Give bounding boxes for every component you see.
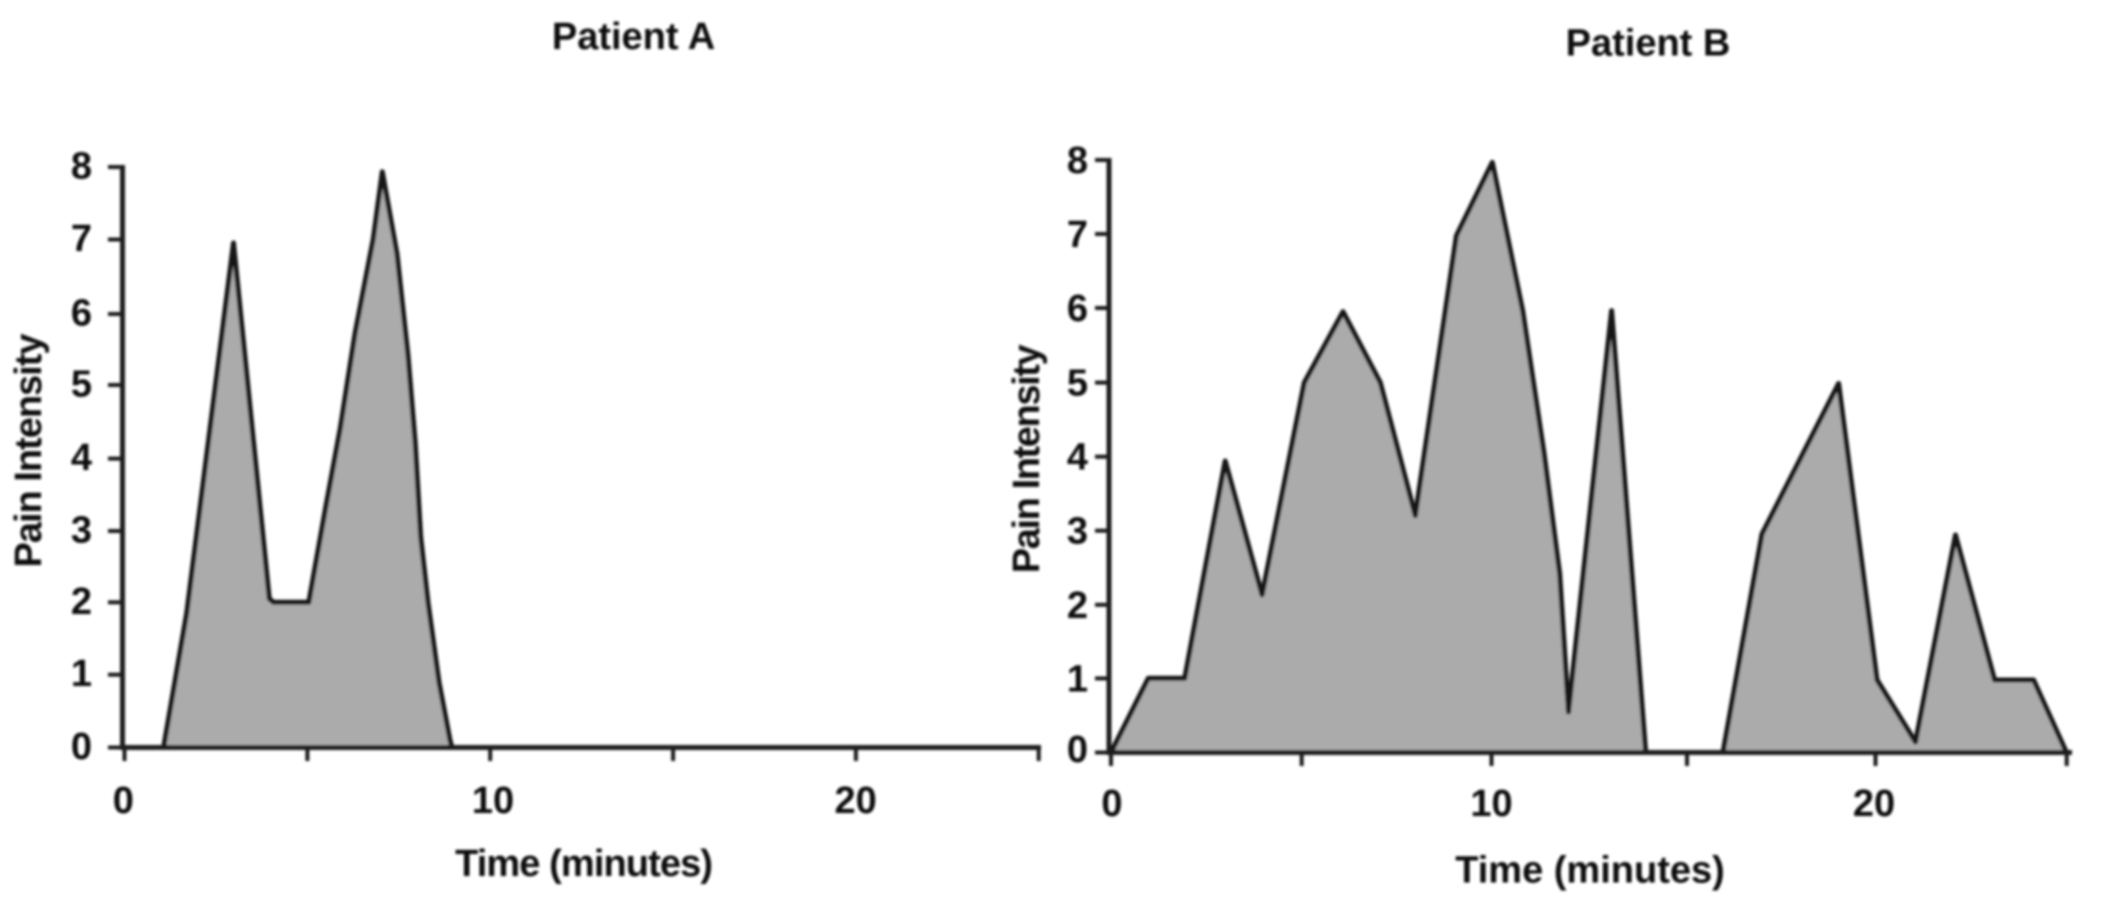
svg-text:6: 6: [1067, 288, 1088, 330]
svg-text:5: 5: [1067, 363, 1088, 405]
svg-text:20: 20: [1853, 783, 1895, 825]
svg-text:3: 3: [1067, 511, 1088, 553]
svg-text:7: 7: [1067, 214, 1088, 256]
svg-text:3: 3: [71, 510, 92, 552]
svg-text:Time (minutes): Time (minutes): [455, 843, 712, 885]
svg-text:Pain Intensity: Pain Intensity: [8, 334, 50, 568]
svg-text:20: 20: [834, 780, 876, 822]
svg-text:7: 7: [71, 218, 92, 260]
svg-text:1: 1: [71, 653, 92, 695]
svg-text:Pain Intensity: Pain Intensity: [1006, 345, 1048, 574]
svg-text:0: 0: [71, 726, 92, 768]
svg-text:Time (minutes): Time (minutes): [1455, 850, 1725, 892]
svg-text:Patient B: Patient B: [1566, 23, 1731, 65]
svg-text:2: 2: [1067, 585, 1088, 627]
svg-text:6: 6: [71, 293, 92, 335]
svg-text:Patient A: Patient A: [552, 16, 715, 58]
svg-text:5: 5: [71, 364, 92, 406]
svg-text:10: 10: [472, 780, 514, 822]
svg-text:4: 4: [1067, 437, 1088, 479]
svg-text:0: 0: [1067, 729, 1088, 771]
svg-text:4: 4: [71, 437, 92, 479]
svg-text:8: 8: [1067, 140, 1088, 182]
svg-text:0: 0: [1101, 783, 1122, 825]
svg-text:0: 0: [113, 780, 134, 822]
svg-text:1: 1: [1067, 658, 1088, 700]
svg-text:2: 2: [71, 581, 92, 623]
svg-text:10: 10: [1470, 783, 1512, 825]
svg-text:8: 8: [71, 146, 92, 188]
